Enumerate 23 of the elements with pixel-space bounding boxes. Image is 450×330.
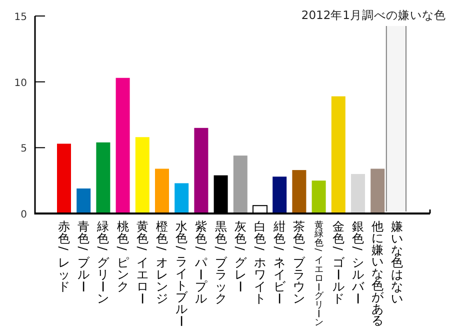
x-tick-label: 金色/ゴールド	[330, 220, 346, 306]
x-tick-label: 紫色/パープル	[194, 220, 208, 306]
x-tick-label: 橙色/オレンジ	[154, 220, 168, 306]
x-tick-label: 紺色/ネイビー	[272, 220, 287, 305]
x-tick-label: 他に嫌いな色がある	[372, 219, 385, 328]
y-tick-label: 10	[14, 78, 27, 89]
x-tick-label: 赤色/レッド	[56, 220, 70, 294]
x-tick-label: 白色/ホワイト	[252, 220, 266, 306]
x-tick-label: 水色/ライトブルー	[174, 219, 189, 327]
x-tick-label: 灰色/グレー	[232, 220, 248, 293]
y-tick-label: 0	[20, 210, 27, 220]
x-tick-label: 緑色/グリーン	[96, 220, 110, 306]
x-tick-label: 茶色/ブラウン	[292, 220, 306, 306]
chart-title: 2012年1月調べの嫌いな色	[301, 8, 446, 22]
y-tick-label: 15	[14, 12, 27, 23]
x-tick-label: 黄色/イエロー	[134, 220, 149, 305]
y-tick-label: 5	[20, 144, 27, 155]
x-tick-label: 黄緑色/イエローグリーン	[312, 220, 324, 328]
x-tick-label: 嫌いな色はない	[391, 220, 404, 306]
x-tick-label: 銀色/シルバー	[350, 220, 365, 305]
x-tick-label: 黒色/ブラック	[213, 220, 228, 306]
x-tick-label: 桃色/ピンク	[115, 220, 130, 294]
x-tick-label: 青色/ブルー	[76, 220, 91, 293]
